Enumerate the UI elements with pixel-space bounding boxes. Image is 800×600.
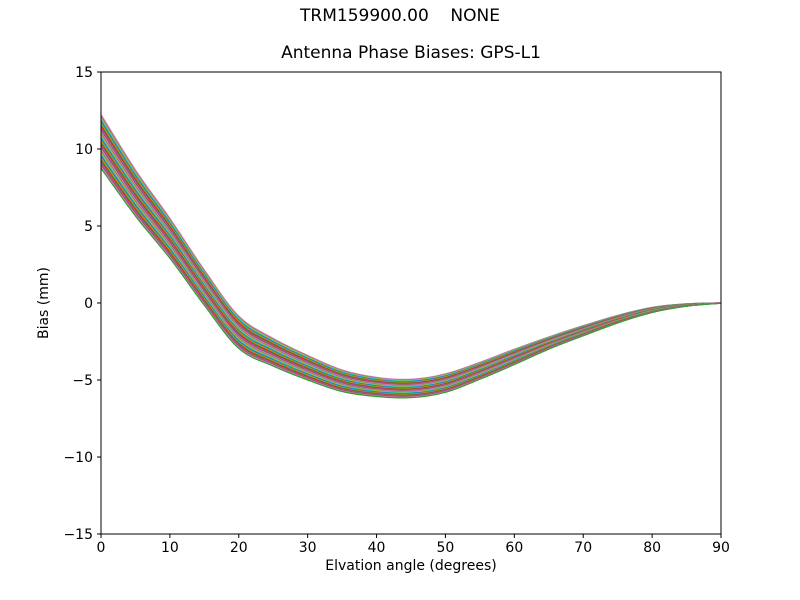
series-line-5	[100, 122, 722, 383]
series-line-2	[100, 117, 722, 382]
x-tick-label: 50	[437, 540, 455, 556]
y-tick-label: −10	[63, 450, 93, 466]
y-tick-label: 10	[75, 142, 93, 158]
x-tick-label: 80	[643, 540, 661, 556]
y-tick-label: −5	[72, 373, 93, 389]
x-tick-label: 60	[505, 540, 523, 556]
x-tick-label: 90	[712, 540, 730, 556]
series-line-3	[100, 119, 722, 382]
series-line-1	[100, 115, 722, 381]
x-tick-label: 70	[574, 540, 592, 556]
series-line-31	[100, 167, 722, 399]
x-tick-label: 40	[368, 540, 386, 556]
series-line-4	[100, 120, 722, 383]
series-line-0	[100, 114, 722, 380]
x-tick-label: 20	[230, 540, 248, 556]
x-tick-label: 0	[97, 540, 106, 556]
y-tick-label: 0	[84, 296, 93, 312]
y-tick-label: −15	[63, 527, 93, 543]
x-axis-label: Elvation angle (degrees)	[325, 558, 497, 574]
x-tick-label: 10	[161, 540, 179, 556]
x-tick-label: 30	[299, 540, 317, 556]
y-tick-label: 15	[75, 65, 93, 81]
y-tick-label: 5	[84, 219, 93, 235]
figure-suptitle: TRM159900.00 NONE	[300, 6, 500, 26]
plot-title: Antenna Phase Biases: GPS-L1	[281, 43, 541, 63]
axes-box	[100, 71, 722, 535]
